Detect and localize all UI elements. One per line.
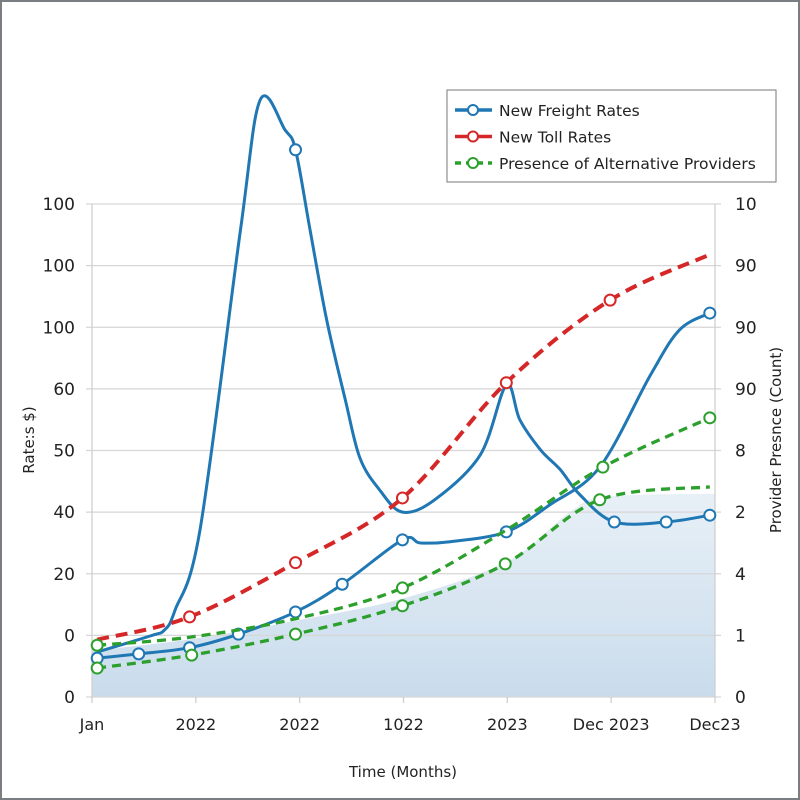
- y-tick-label: 100: [43, 257, 75, 277]
- legend: New Freight Rates New Toll Rates Presence …: [446, 89, 777, 183]
- y2-tick-label: 1: [735, 626, 746, 646]
- y-tick-label: 100: [43, 195, 75, 215]
- series-3: [90, 411, 717, 652]
- x-tick-label: 2022: [175, 715, 216, 734]
- x-axis-title: Time (Months): [348, 763, 457, 781]
- data-point-marker: [289, 627, 303, 641]
- legend-swatch-marker: [467, 104, 479, 116]
- data-point-marker: [659, 515, 673, 529]
- data-point-marker: [335, 577, 349, 591]
- y2-tick-label: 8: [735, 442, 746, 462]
- data-point-marker: [395, 599, 409, 613]
- data-point-marker: [603, 293, 617, 307]
- y2-axis-title: Provider Presnce (Count): [767, 347, 785, 533]
- data-point-marker: [395, 581, 409, 595]
- y2-tick-label: 0: [735, 688, 746, 708]
- data-point-marker: [289, 605, 303, 619]
- data-point-marker: [703, 306, 717, 320]
- legend-label: New Freight Rates: [499, 102, 640, 120]
- y-tick-label: 20: [53, 565, 75, 585]
- y2-tick-label: 90: [735, 380, 757, 400]
- series-line: [96, 94, 711, 654]
- data-point-marker: [499, 376, 513, 390]
- data-point-marker: [607, 515, 621, 529]
- legend-swatch-marker: [467, 157, 479, 169]
- series-line: [97, 311, 711, 660]
- x-tick-label: 2023: [487, 715, 528, 734]
- data-point-marker: [395, 491, 409, 505]
- y-tick-label: 100: [43, 318, 75, 338]
- series-1: [90, 306, 717, 665]
- data-point-marker: [596, 460, 610, 474]
- x-tick-label: Dec23: [689, 715, 740, 734]
- series-0: [96, 94, 717, 654]
- series-2: [96, 252, 711, 642]
- data-point-marker: [90, 638, 104, 652]
- y-tick-label: 50: [53, 442, 75, 462]
- x-tick-label: 2022: [279, 715, 320, 734]
- data-point-marker: [498, 557, 512, 571]
- y2-tick-label: 2: [735, 503, 746, 523]
- y2-tick-label: 90: [735, 318, 757, 338]
- data-point-marker: [185, 648, 199, 662]
- data-point-marker: [90, 661, 104, 675]
- legend-label: New Toll Rates: [499, 129, 611, 147]
- y2-tick-label: 10: [735, 195, 757, 215]
- data-point-marker: [593, 493, 607, 507]
- y-tick-label: 0: [64, 688, 75, 708]
- y-tick-label: 60: [53, 380, 75, 400]
- y2-tick-label: 90: [735, 257, 757, 277]
- data-point-marker: [183, 610, 197, 624]
- data-point-marker: [395, 533, 409, 547]
- x-tick-label: Jan: [79, 715, 105, 734]
- y-tick-label: 0: [64, 626, 75, 646]
- legend-swatch-marker: [467, 130, 479, 143]
- data-point-marker: [703, 411, 717, 425]
- y2-tick-label: 4: [735, 565, 746, 585]
- y-tick-label: 40: [53, 503, 75, 523]
- y-axis-title: Rate:s $): [20, 406, 38, 473]
- x-tick-label: Dec 2023: [573, 715, 650, 734]
- data-point-marker: [289, 143, 303, 157]
- x-tick-label: 1022: [383, 715, 424, 734]
- data-point-marker: [703, 508, 717, 522]
- data-point-marker: [289, 556, 303, 570]
- legend-label: Presence of Alternative Providers: [499, 155, 756, 173]
- data-point-marker: [132, 647, 146, 661]
- series-4: [90, 485, 710, 675]
